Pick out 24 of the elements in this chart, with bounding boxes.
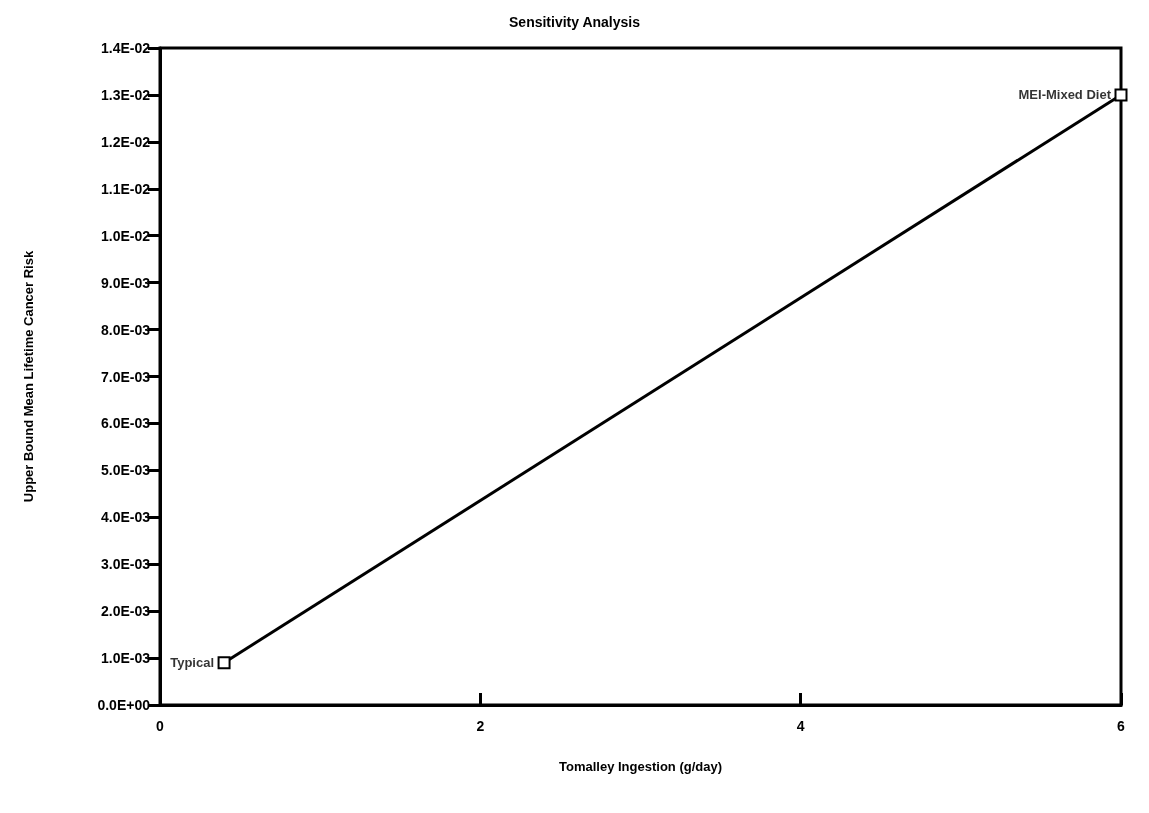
y-tick-label: 1.0E-03 (100, 650, 151, 667)
y-tick-label: 1.3E-02 (100, 86, 151, 103)
y-tick-label: 6.0E-03 (100, 415, 151, 432)
y-tick-label: 1.1E-02 (100, 180, 151, 197)
x-axis-title: Tomalley Ingestion (g/day) (558, 759, 723, 774)
y-tick-label: 8.0E-03 (100, 321, 151, 338)
annotation: Typical (170, 655, 215, 671)
y-axis-title: Upper Bound Mean Lifetime Cancer Risk (21, 250, 36, 503)
y-tick-label: 9.0E-03 (100, 274, 151, 291)
y-tick-label: 5.0E-03 (100, 462, 151, 479)
y-tick-label: 2.0E-03 (100, 603, 151, 620)
y-tick-label: 4.0E-03 (100, 509, 151, 526)
y-tick-label: 1.2E-02 (100, 133, 151, 150)
chart-title: Sensitivity Analysis (509, 14, 641, 30)
y-tick-label: 1.4E-02 (100, 40, 151, 56)
y-tick-label: 1.0E-02 (100, 227, 151, 244)
x-tick-label: 2 (476, 718, 485, 734)
x-tick-label: 0 (156, 718, 165, 734)
y-tick-label: 3.0E-03 (100, 556, 151, 573)
y-tick-label: 0.0E+00 (97, 697, 151, 713)
annotation: MEI-Mixed Diet (1018, 87, 1112, 103)
y-tick-label: 7.0E-03 (100, 368, 151, 385)
x-tick-label: 4 (796, 718, 805, 734)
x-tick-label: 6 (1117, 718, 1126, 734)
